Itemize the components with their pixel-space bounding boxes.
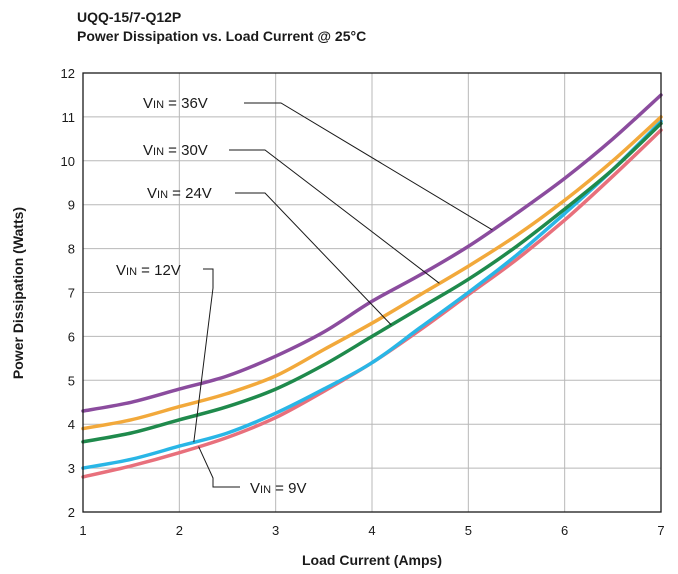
series-line-2 (81, 121, 663, 444)
plot-area-border (82, 72, 662, 513)
series-line-3 (81, 119, 663, 470)
chart-subtitle: Power Dissipation vs. Load Current @ 25°… (77, 28, 366, 44)
plot-frame (82, 72, 662, 513)
y-tick-label-9: 11 (62, 110, 76, 125)
y-tick-label-6: 8 (68, 242, 75, 257)
annotation-leader-2 (235, 192, 392, 326)
chart-title: UQQ-15/7-Q12P (77, 9, 181, 25)
y-tick-label-8: 10 (61, 154, 75, 169)
y-tick-label-2: 4 (68, 417, 75, 432)
series-lines (81, 93, 663, 479)
annotation-leader-1 (229, 149, 440, 284)
x-tick-label-5: 6 (561, 523, 568, 538)
y-axis-label: Power Dissipation (Watts) (10, 207, 26, 379)
annotation-label-0: VIN = 36V (143, 95, 208, 112)
y-tick-label-10: 12 (61, 66, 75, 81)
y-tick-label-0: 2 (68, 505, 75, 520)
annotation-label-2: VIN = 24V (147, 185, 212, 202)
y-tick-label-7: 9 (68, 198, 75, 213)
annotation-label-4: VIN = 9V (250, 480, 306, 497)
annotation-leader-3 (193, 268, 214, 443)
annotation-leader-0 (244, 102, 493, 231)
x-tick-label-4: 5 (465, 523, 472, 538)
y-tick-label-1: 3 (68, 461, 75, 476)
annotation-label-1: VIN = 30V (143, 142, 208, 159)
annotation-label-3: VIN = 12V (116, 262, 181, 279)
series-line-1 (81, 115, 663, 431)
x-tick-label-0: 1 (79, 523, 86, 538)
y-tick-label-4: 6 (68, 329, 75, 344)
y-tick-label-5: 7 (68, 286, 75, 301)
annotation-leader-4 (198, 446, 240, 488)
x-axis-label: Load Current (Amps) (302, 552, 442, 568)
x-tick-label-3: 4 (368, 523, 375, 538)
series-annotations: VIN = 36V VIN = 30V VIN = 24V VIN = 12V VIN … (116, 95, 493, 497)
x-tick-label-2: 3 (272, 523, 279, 538)
grid (82, 72, 662, 513)
series-line-0 (81, 93, 663, 413)
x-tick-label-6: 7 (657, 523, 664, 538)
x-tick-label-1: 2 (176, 523, 183, 538)
y-tick-label-3: 5 (68, 373, 75, 388)
